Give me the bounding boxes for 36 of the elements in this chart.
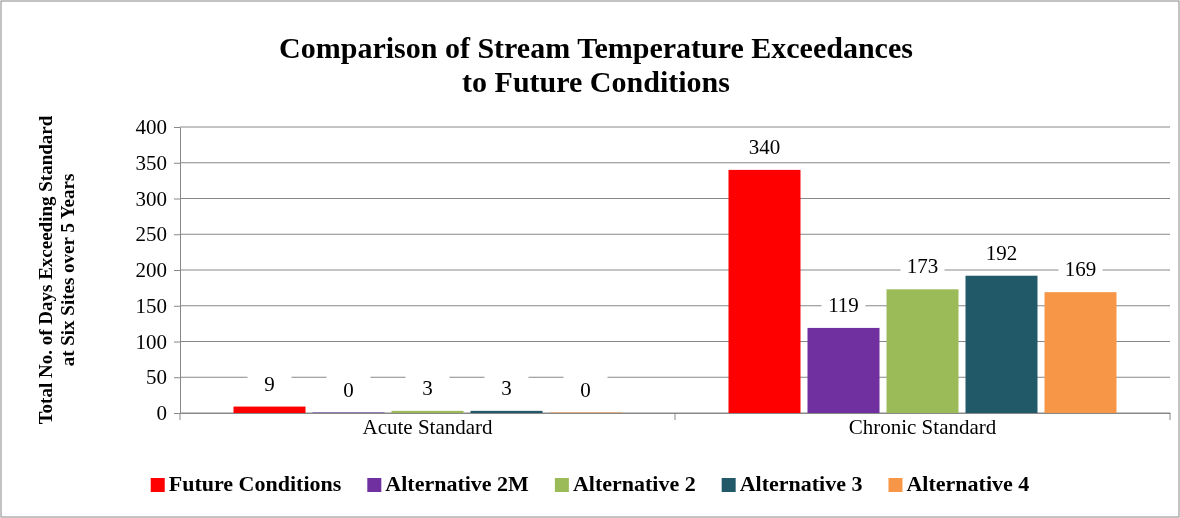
y-tick-label: 300 [135,186,167,211]
data-label: 173 [906,254,939,279]
x-tick-label: Acute Standard [362,415,494,439]
chart-title: Comparison of Stream Temperature Exceedances to Future Conditions [279,31,913,98]
data-label: 3 [422,375,433,400]
y-tick-label: 0 [156,401,167,426]
y-tick-label: 350 [135,150,167,175]
bar [233,406,306,413]
data-label: 9 [264,371,275,396]
y-tick-label: 250 [135,222,167,247]
y-tick-label: 50 [146,365,167,390]
bar [391,410,464,413]
data-label: 0 [580,378,591,402]
bar [1044,292,1117,413]
bar [965,275,1038,413]
x-tick-label: Chronic Standard [848,415,997,439]
legend-label: Alternative 2 [572,471,696,496]
y-tick-label: 150 [135,293,167,318]
y-tick-label: 200 [135,258,167,283]
data-label: 119 [828,292,859,317]
bar [886,289,959,413]
legend-label: Alternative 2M [385,471,530,496]
bar [807,327,880,413]
data-label: 0 [343,378,354,402]
legend-label: Future Conditions [168,471,342,496]
bar [470,410,543,413]
y-tick-label: 100 [135,329,167,354]
bar [728,169,801,413]
data-label: 3 [501,375,512,400]
y-tick-label: 400 [135,115,167,140]
y-axis-title: Total No. of Days Exceeding Standard at Six Sites over 5 Years [35,115,78,425]
data-label: 169 [1064,257,1097,282]
data-label: 192 [985,240,1018,265]
data-label: 340 [748,134,781,159]
legend-label: Alternative 4 [906,471,1030,496]
legend-label: Alternative 3 [739,471,863,496]
